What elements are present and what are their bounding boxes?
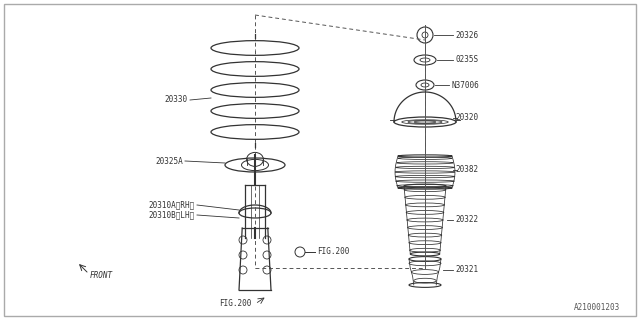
Text: 20330: 20330 bbox=[165, 95, 188, 105]
Text: 20321: 20321 bbox=[455, 266, 478, 275]
Text: FRONT: FRONT bbox=[90, 271, 113, 281]
Text: 20310B〈LH〉: 20310B〈LH〉 bbox=[148, 211, 195, 220]
Text: A210001203: A210001203 bbox=[573, 303, 620, 312]
Text: 20320: 20320 bbox=[455, 114, 478, 123]
Text: N37006: N37006 bbox=[451, 81, 479, 90]
Text: 20310A〈RH〉: 20310A〈RH〉 bbox=[148, 201, 195, 210]
Text: 20326: 20326 bbox=[455, 30, 478, 39]
Text: 20382: 20382 bbox=[455, 165, 478, 174]
Text: FIG.200: FIG.200 bbox=[317, 247, 349, 257]
Text: 0235S: 0235S bbox=[455, 55, 478, 65]
Text: 20325A: 20325A bbox=[156, 156, 183, 165]
Text: 20322: 20322 bbox=[455, 215, 478, 225]
Text: FIG.200: FIG.200 bbox=[219, 300, 251, 308]
